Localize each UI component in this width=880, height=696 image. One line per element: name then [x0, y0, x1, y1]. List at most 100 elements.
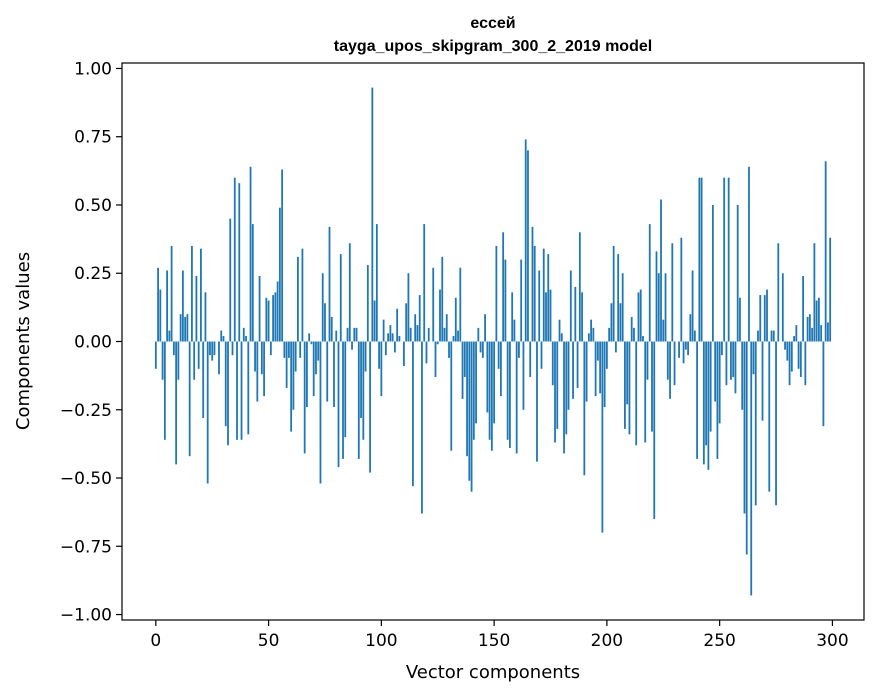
bar-component-252 — [723, 177, 726, 342]
bar-component-153 — [499, 341, 502, 397]
bar-component-16 — [191, 245, 193, 342]
bar-component-39 — [242, 327, 245, 342]
x-tick-label: 150 — [478, 631, 510, 651]
bar-component-212 — [633, 327, 635, 342]
bar-component-220 — [651, 341, 653, 432]
bar-component-173 — [545, 292, 547, 342]
bar-component-23 — [206, 341, 209, 484]
bar-component-99 — [378, 341, 380, 369]
bar-component-203 — [612, 245, 615, 342]
bar-component-120 — [425, 341, 428, 364]
bar-component-52 — [272, 295, 274, 342]
bar-component-276 — [777, 243, 780, 342]
bar-component-278 — [781, 273, 784, 342]
bar-component-74 — [321, 273, 324, 342]
bar-component-3 — [161, 341, 164, 380]
bar-component-147 — [486, 341, 489, 413]
bar-component-28 — [218, 341, 220, 375]
bar-component-229 — [671, 243, 674, 342]
x-tick-label: 0 — [150, 631, 161, 651]
y-tick-label: 0.00 — [74, 333, 112, 353]
bar-component-259 — [739, 297, 741, 342]
bar-component-9 — [175, 341, 178, 465]
bar-component-66 — [303, 341, 306, 454]
bar-component-246 — [709, 341, 712, 432]
bar-component-157 — [509, 341, 511, 448]
bar-component-190 — [583, 341, 586, 476]
bar-component-115 — [414, 314, 417, 342]
bar-component-194 — [592, 327, 595, 342]
bar-component-91 — [360, 341, 362, 418]
bar-component-205 — [617, 254, 620, 342]
bar-component-83 — [342, 341, 344, 459]
bar-component-57 — [283, 341, 286, 358]
bar-component-130 — [448, 341, 450, 358]
bar-component-77 — [328, 226, 331, 342]
bar-component-118 — [421, 341, 423, 514]
bar-component-268 — [759, 295, 762, 342]
bar-component-51 — [269, 341, 272, 356]
bar-component-181 — [563, 341, 565, 454]
bar-component-225 — [662, 319, 665, 342]
bar-component-164 — [524, 139, 527, 342]
bar-component-67 — [306, 341, 308, 408]
bar-component-293 — [815, 300, 818, 342]
bar-component-204 — [615, 341, 617, 353]
bar-component-56 — [281, 169, 284, 342]
bar-component-149 — [490, 341, 493, 451]
bar-component-26 — [213, 341, 216, 356]
bar-component-30 — [222, 336, 225, 342]
bar-component-14 — [186, 314, 189, 342]
bar-component-75 — [324, 303, 326, 342]
bar-component-64 — [299, 341, 302, 358]
bar-component-100 — [380, 341, 383, 397]
bar-component-235 — [684, 341, 687, 350]
bar-component-210 — [628, 341, 631, 435]
bar-component-254 — [727, 177, 730, 342]
bar-component-134 — [457, 330, 459, 342]
bar-component-117 — [418, 295, 421, 342]
bar-component-40 — [245, 336, 247, 342]
bar-component-168 — [533, 245, 536, 342]
bar-component-81 — [337, 341, 340, 468]
bar-component-219 — [648, 224, 651, 342]
bar-component-202 — [610, 303, 613, 342]
bar-component-1 — [157, 267, 159, 342]
bar-component-105 — [391, 333, 394, 342]
bar-component-97 — [373, 300, 376, 342]
bar-component-48 — [263, 341, 265, 397]
bar-component-146 — [484, 314, 486, 342]
bar-component-60 — [290, 341, 293, 432]
bar-component-136 — [461, 341, 464, 399]
bar-component-258 — [736, 204, 739, 342]
bar-component-41 — [247, 341, 250, 435]
bar-component-255 — [730, 341, 732, 380]
bar-component-82 — [339, 254, 342, 342]
bar-component-256 — [732, 341, 735, 377]
chart-title: ессей — [470, 15, 515, 32]
bar-component-89 — [355, 327, 358, 342]
bar-component-238 — [691, 270, 694, 342]
bar-component-251 — [721, 341, 723, 356]
bar-component-53 — [274, 292, 277, 342]
bar-component-151 — [495, 245, 498, 342]
bar-component-33 — [229, 218, 232, 342]
bar-component-233 — [680, 237, 683, 342]
bar-component-19 — [197, 341, 200, 369]
bar-component-222 — [655, 251, 658, 342]
bar-component-6 — [168, 330, 171, 342]
bar-component-283 — [793, 336, 795, 342]
bar-component-177 — [554, 341, 556, 443]
bar-component-17 — [193, 341, 196, 380]
bar-component-272 — [768, 341, 771, 492]
bar-component-76 — [326, 341, 329, 402]
bar-component-54 — [276, 281, 279, 342]
bar-component-285 — [797, 341, 800, 369]
bar-component-108 — [398, 336, 401, 342]
bar-component-102 — [384, 341, 387, 356]
bar-component-227 — [666, 341, 669, 380]
x-tick-label: 300 — [816, 631, 848, 651]
bar-component-43 — [251, 224, 254, 342]
bar-component-275 — [775, 341, 777, 506]
bar-component-129 — [445, 314, 448, 342]
